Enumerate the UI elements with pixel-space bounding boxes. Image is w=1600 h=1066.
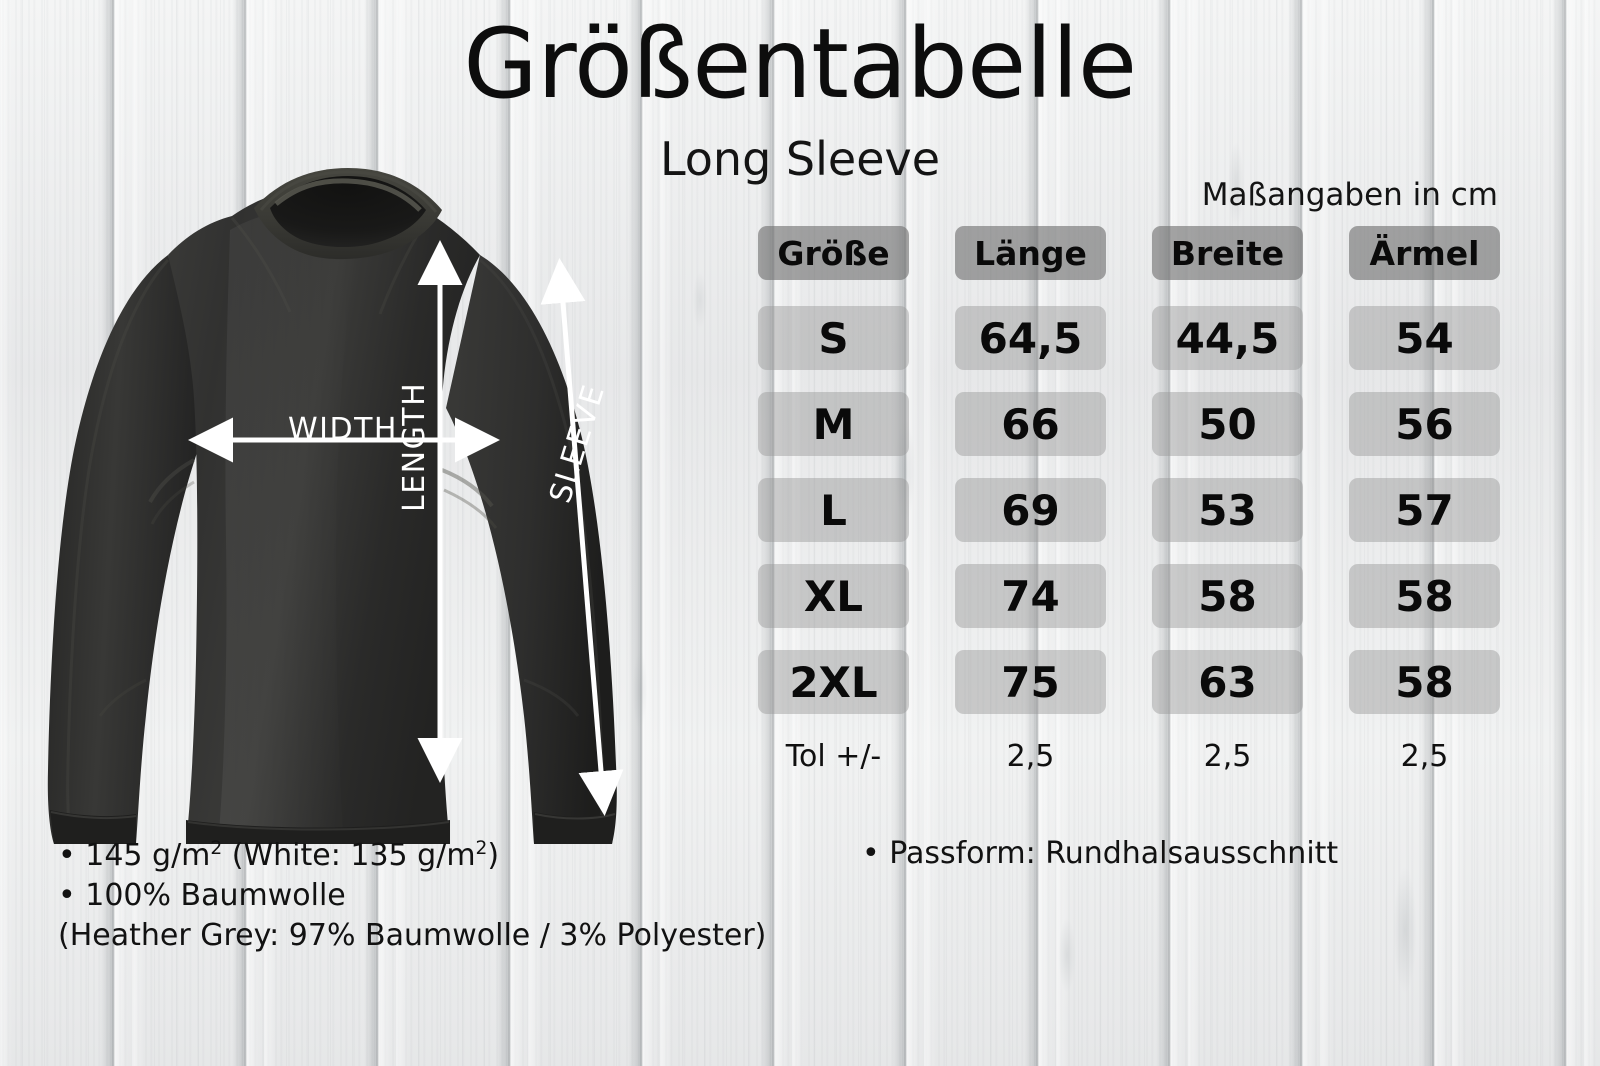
cell-length: 75 <box>955 650 1106 714</box>
fabric-heather-note-line: (Heather Grey: 97% Baumwolle / 3% Polyes… <box>58 917 767 953</box>
tolerance-width: 2,5 <box>1203 738 1252 774</box>
fabric-weight-mid: (White: 135 g/m <box>222 838 476 873</box>
tolerance-length: 2,5 <box>1006 738 1055 774</box>
units-note: Maßangaben in cm <box>1201 177 1498 213</box>
cell-sleeve: 56 <box>1349 392 1500 456</box>
fabric-weight-sup1: 2 <box>210 838 223 859</box>
cell-size: M <box>758 392 909 456</box>
tolerance-row: Tol +/- 2,5 2,5 2,5 <box>758 736 1500 776</box>
cell-length: 69 <box>955 478 1106 542</box>
longsleeve-shirt-illustration <box>18 160 658 860</box>
page-subtitle: Long Sleeve <box>659 132 941 186</box>
fabric-weight-sup2: 2 <box>475 838 488 859</box>
cell-width: 58 <box>1152 564 1303 628</box>
length-label: LENGTH <box>397 381 432 512</box>
cell-sleeve: 58 <box>1349 650 1500 714</box>
fabric-weight-post: ) <box>487 838 500 873</box>
cell-size: S <box>758 306 909 370</box>
cell-length: 64,5 <box>955 306 1106 370</box>
fabric-weight-line: • 145 g/m2 (White: 135 g/m2) <box>58 836 766 876</box>
column-header-sleeve: Ärmel <box>1349 226 1500 280</box>
table-row: L 69 53 57 <box>758 478 1500 542</box>
table-row: S 64,5 44,5 54 <box>758 306 1500 370</box>
fabric-composition-line: • 100% Baumwolle <box>58 877 346 913</box>
cell-sleeve: 58 <box>1349 564 1500 628</box>
table-header-row: Größe Länge Breite Ärmel <box>758 226 1500 280</box>
size-table: Größe Länge Breite Ärmel S 64,5 44,5 54 … <box>758 226 1500 802</box>
cell-width: 63 <box>1152 650 1303 714</box>
table-row: XL 74 58 58 <box>758 564 1500 628</box>
tolerance-sleeve: 2,5 <box>1400 738 1449 774</box>
column-header-width: Breite <box>1152 226 1303 280</box>
cell-length: 74 <box>955 564 1106 628</box>
fabric-weight-pre: • 145 g/m <box>58 838 211 873</box>
cell-width: 44,5 <box>1152 306 1303 370</box>
fabric-details: • 145 g/m2 (White: 135 g/m2) • 100% Baum… <box>58 836 766 956</box>
tolerance-label: Tol +/- <box>785 738 882 774</box>
fit-note: • Passform: Rundhalsausschnitt <box>862 836 1339 871</box>
cell-size: L <box>758 478 909 542</box>
cell-length: 66 <box>955 392 1106 456</box>
column-header-size: Größe <box>758 226 909 280</box>
cell-sleeve: 57 <box>1349 478 1500 542</box>
width-label: WIDTH <box>288 412 398 447</box>
cell-size: XL <box>758 564 909 628</box>
column-header-length: Länge <box>955 226 1106 280</box>
table-row: 2XL 75 63 58 <box>758 650 1500 714</box>
cell-width: 50 <box>1152 392 1303 456</box>
page-title: Größentabelle <box>463 8 1137 120</box>
table-row: M 66 50 56 <box>758 392 1500 456</box>
cell-size: 2XL <box>758 650 909 714</box>
cell-sleeve: 54 <box>1349 306 1500 370</box>
cell-width: 53 <box>1152 478 1303 542</box>
